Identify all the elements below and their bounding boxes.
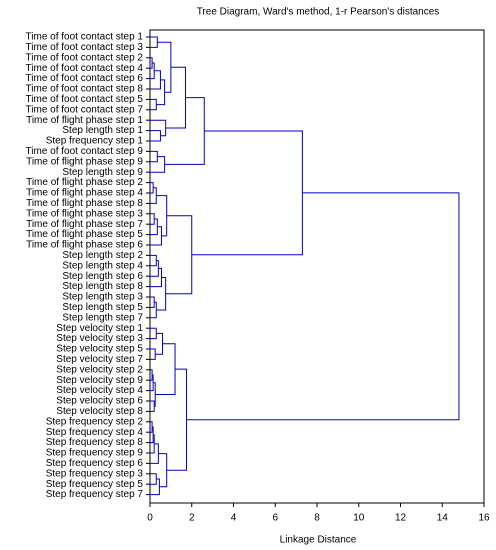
leaf-label: Step length step 8 bbox=[62, 281, 143, 292]
leaf-label: Step velocity step 8 bbox=[56, 406, 143, 417]
x-axis-label: Linkage Distance bbox=[280, 535, 357, 546]
link bbox=[150, 327, 157, 340]
leaf-label: Time of foot contact step 5 bbox=[26, 94, 144, 105]
leaf-label: Step frequency step 2 bbox=[46, 416, 144, 427]
leaf-label: Time of flight phase step 6 bbox=[26, 240, 143, 251]
leaf-label: Time of flight phase step 8 bbox=[26, 198, 143, 209]
leaf-label: Time of foot contact step 2 bbox=[26, 52, 144, 63]
leaf-label: Step velocity step 5 bbox=[56, 344, 143, 355]
link bbox=[191, 130, 303, 256]
link bbox=[150, 36, 158, 48]
leaf-label: Step frequency step 1 bbox=[46, 136, 144, 147]
link bbox=[165, 66, 186, 129]
x-tick-label: 12 bbox=[395, 513, 407, 524]
leaf-label: Time of foot contact step 8 bbox=[26, 84, 144, 95]
link bbox=[150, 57, 153, 69]
link bbox=[165, 215, 193, 295]
leaf-label: Step length step 3 bbox=[62, 292, 143, 303]
x-tick-label: 16 bbox=[478, 513, 490, 524]
link bbox=[150, 348, 156, 360]
leaf-label: Time of foot contact step 4 bbox=[26, 63, 144, 74]
leaf-label: Time of foot contact step 3 bbox=[26, 42, 144, 53]
link bbox=[150, 187, 157, 204]
link bbox=[150, 421, 153, 433]
link bbox=[150, 267, 162, 288]
leaf-label: Step frequency step 4 bbox=[46, 427, 144, 438]
x-tick-label: 14 bbox=[437, 513, 449, 524]
leaf-label: Step length step 5 bbox=[62, 302, 143, 313]
x-tick-label: 0 bbox=[147, 513, 153, 524]
x-tick-label: 2 bbox=[189, 513, 195, 524]
leaf-label: Step velocity step 3 bbox=[56, 333, 143, 344]
x-tick-label: 4 bbox=[231, 513, 237, 524]
leaf-label: Step frequency step 9 bbox=[46, 448, 144, 459]
leaf-label: Time of foot contact step 9 bbox=[26, 146, 144, 157]
leaf-label: Step length step 2 bbox=[62, 250, 143, 261]
leaf-label: Step velocity step 9 bbox=[56, 375, 143, 386]
leaf-label: Step frequency step 7 bbox=[46, 489, 144, 500]
leaf-label: Time of flight phase step 4 bbox=[26, 188, 143, 199]
leaf-label: Step velocity step 7 bbox=[56, 354, 143, 365]
leaf-label: Time of flight phase step 3 bbox=[26, 208, 143, 219]
leaf-label: Step velocity step 2 bbox=[56, 364, 143, 375]
link bbox=[150, 374, 154, 392]
leaf-label: Time of foot contact step 7 bbox=[26, 104, 144, 115]
link bbox=[150, 369, 153, 381]
link bbox=[150, 400, 155, 412]
leaf-label: Time of flight phase step 5 bbox=[26, 229, 143, 240]
leaf-label: Step frequency step 5 bbox=[46, 479, 144, 490]
leaf-label: Time of foot contact step 1 bbox=[26, 32, 144, 43]
link bbox=[150, 218, 158, 236]
leaf-label: Time of flight phase step 9 bbox=[26, 156, 143, 167]
x-tick-label: 8 bbox=[314, 513, 320, 524]
link bbox=[150, 296, 155, 308]
plot-frame bbox=[149, 29, 485, 504]
leaf-label: Step length step 9 bbox=[62, 167, 143, 178]
link bbox=[150, 260, 159, 277]
leaf-label: Step length step 4 bbox=[62, 260, 143, 271]
link bbox=[150, 254, 157, 267]
link bbox=[150, 301, 157, 319]
leaf-label: Step frequency step 8 bbox=[46, 437, 144, 448]
link bbox=[150, 70, 161, 90]
link bbox=[150, 213, 155, 225]
chart-title: Tree Diagram, Ward's method, 1-r Pearson… bbox=[197, 7, 440, 18]
leaf-label: Step velocity step 1 bbox=[56, 323, 143, 334]
link bbox=[157, 41, 172, 93]
x-tick-label: 10 bbox=[353, 513, 365, 524]
leaf-label: Step velocity step 4 bbox=[56, 385, 143, 396]
leaf-label: Step length step 6 bbox=[62, 271, 143, 282]
link bbox=[150, 119, 167, 137]
leaf-label: Time of flight phase step 2 bbox=[26, 177, 143, 188]
leaf-label: Step frequency step 6 bbox=[46, 458, 144, 469]
leaf-label: Step length step 7 bbox=[62, 312, 143, 323]
leaf-label: Step velocity step 6 bbox=[56, 396, 143, 407]
link bbox=[150, 226, 162, 246]
link bbox=[150, 478, 160, 496]
link bbox=[156, 277, 167, 311]
leaf-label: Step frequency step 3 bbox=[46, 468, 144, 479]
leaf-label: Step length step 1 bbox=[62, 125, 143, 136]
leaf-label: Time of foot contact step 6 bbox=[26, 73, 144, 84]
link bbox=[150, 473, 157, 485]
x-tick-label: 6 bbox=[272, 513, 278, 524]
leaf-label: Time of flight phase step 1 bbox=[26, 115, 143, 126]
link bbox=[186, 192, 460, 421]
link bbox=[150, 98, 157, 111]
link bbox=[155, 343, 176, 395]
link bbox=[150, 426, 154, 444]
link bbox=[164, 97, 205, 165]
link bbox=[150, 150, 158, 163]
link bbox=[150, 182, 154, 194]
link bbox=[166, 368, 188, 471]
link bbox=[150, 130, 161, 142]
leaf-label: Time of flight phase step 7 bbox=[26, 219, 143, 230]
